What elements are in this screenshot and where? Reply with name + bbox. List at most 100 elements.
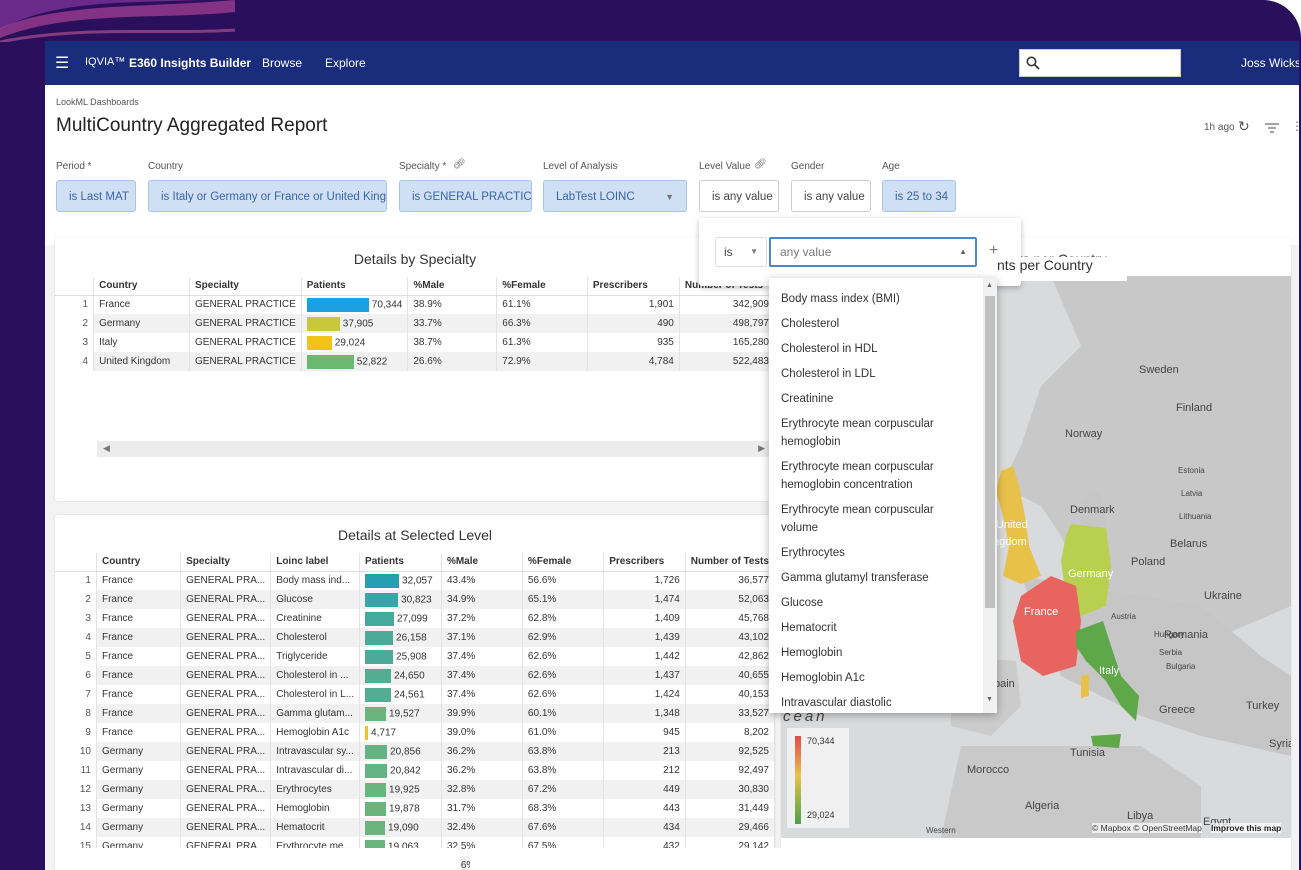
user-name[interactable]: Joss Wicks [1241,56,1299,70]
column-header[interactable]: %Female [522,553,605,572]
column-header[interactable]: %Male [441,553,523,572]
table-row[interactable]: 2 France GENERAL PRA... Glucose 30,823 34.9% 6… [55,590,775,609]
country-united-kingdom[interactable] [996,466,1041,584]
filter-gender[interactable]: is any value [791,180,871,212]
table-row[interactable]: 6 France GENERAL PRA... Cholesterol in ... 2… [55,666,775,685]
map-title-text: nts per Country [997,257,1093,273]
table-row[interactable]: 8 France GENERAL PRA... Gamma glutam... 19,5… [55,704,775,723]
dropdown-option[interactable]: Erythrocytes [781,546,845,559]
top-nav-bar: ☰ IQVIA™ E360 Insights Builder Browse Ex… [45,41,1299,85]
table-row[interactable]: 4 United Kingdom GENERAL PRACTICE 52,822 26.… [55,352,775,371]
row-index: 9 [55,723,97,742]
table-row[interactable]: 10 Germany GENERAL PRA... Intravascular sy.… [55,742,775,761]
dropdown-option[interactable]: Cholesterol in LDL [781,367,876,380]
breadcrumb[interactable]: LookML Dashboards [56,97,139,107]
column-header[interactable]: %Female [496,277,588,296]
chevron-right-icon[interactable]: ▶ [758,443,765,453]
dropdown-option[interactable]: Body mass index (BMI) [781,292,900,305]
column-header[interactable]: Specialty [180,553,272,572]
dropdown-option[interactable]: Hemoglobin [781,646,843,659]
column-header[interactable]: Number of Tests [685,553,775,572]
table-row[interactable]: 11 Germany GENERAL PRA... Intravascular di.… [55,761,775,780]
cell-patients: 30,823 [359,590,442,609]
table-row[interactable]: 5 France GENERAL PRA... Triglyceride 25,908 3… [55,647,775,666]
table-row[interactable]: 4 France GENERAL PRA... Cholesterol 26,158 37… [55,628,775,647]
chevron-left-icon[interactable]: ◀ [103,443,110,453]
table-row[interactable]: 12 Germany GENERAL PRA... Erythrocytes 19,92… [55,780,775,799]
table-row[interactable]: 9 France GENERAL PRA... Hemoglobin A1c 4,717… [55,723,775,742]
filter-period[interactable]: is Last MAT [56,180,136,212]
filter-specialty[interactable]: is GENERAL PRACTICE [399,180,532,212]
column-header[interactable]: Country [93,277,190,296]
country-italy[interactable] [1076,621,1139,721]
cell-specialty: GENERAL PRA... [180,723,272,742]
table-row[interactable]: 1 France GENERAL PRA... Body mass ind... 32,… [55,571,775,590]
table-row[interactable]: 14 Germany GENERAL PRA... Hematocrit 19,090 3… [55,818,775,837]
filter-country[interactable]: is Italy or Germany or France or United … [148,180,387,212]
hamburger-icon[interactable]: ☰ [55,55,70,72]
table-row[interactable]: 13 Germany GENERAL PRA... Hemoglobin 19,878 3… [55,799,775,818]
dropdown-option[interactable]: Hematocrit [781,621,837,634]
refresh-icon[interactable]: ↻ [1238,118,1250,134]
brand-logo[interactable]: IQVIA™ [85,56,126,68]
dropdown-option[interactable]: Glucose [781,596,824,609]
plus-icon[interactable]: + [989,242,999,259]
cell-female: 60.1% [522,704,605,723]
column-header[interactable]: %Male [407,277,498,296]
table-row[interactable]: 7 France GENERAL PRA... Cholesterol in L...… [55,685,775,704]
dropdown-option[interactable]: Hemoglobin A1c [781,671,865,684]
filter-icon[interactable] [1265,123,1279,133]
cell-specialty: GENERAL PRA... [180,799,272,818]
table-row[interactable]: 3 France GENERAL PRA... Creatinine 27,099 37.… [55,609,775,628]
caret-up-icon[interactable]: ▲ [986,282,993,289]
cell-patients: 26,158 [359,628,442,647]
cell-specialty: GENERAL PRA... [180,761,272,780]
operator-select[interactable]: is ▼ [715,237,767,267]
patients-bar [365,649,394,664]
column-header[interactable]: Country [96,553,182,572]
nav-browse[interactable]: Browse [262,56,303,70]
dropdown-option[interactable]: Gamma glutamyl transferase [781,571,929,584]
scrollbar-thumb[interactable] [985,296,995,608]
dropdown-option[interactable]: Erythrocyte mean corpuscular hemoglobin [781,417,934,448]
country-france[interactable] [1013,576,1081,676]
table-row[interactable]: 3 Italy GENERAL PRACTICE 29,024 38.7% 61.3% 93… [55,333,775,352]
map-label: Ukraine [1204,590,1242,602]
dropdown-option[interactable]: Cholesterol [781,317,840,330]
nav-explore[interactable]: Explore [325,56,366,70]
search-input[interactable] [1019,49,1181,77]
table-row[interactable]: 1 France GENERAL PRACTICE 70,344 38.9% 61.1% 1… [55,295,775,314]
dropdown-option[interactable]: Intravascular diastolic [781,696,892,709]
app-name[interactable]: E360 Insights Builder [129,56,252,70]
cell-male: 31.7% [441,799,523,818]
row-index: 1 [55,571,97,590]
cell-patients: 24,561 [359,685,442,704]
link-icon[interactable]: 🔗︎ [754,159,767,170]
dropdown-option[interactable]: Cholesterol in HDL [781,342,878,355]
column-header[interactable]: Prescribers [587,277,680,296]
more-vert-icon[interactable]: ⋮ [1291,119,1299,133]
improve-map-link[interactable]: Improve this map [1211,823,1282,833]
column-header[interactable]: Patients [359,553,442,572]
dropdown-option[interactable]: Creatinine [781,392,834,405]
horizontal-scrollbar[interactable]: ◀ ▶ [97,441,769,457]
patients-bar [365,820,386,835]
dropdown-option[interactable]: Erythrocyte mean corpuscular hemoglobin … [781,460,934,491]
filter-level-value[interactable]: is any value [699,180,779,212]
column-header[interactable]: Patients [301,277,409,296]
column-header[interactable]: Prescribers [603,553,686,572]
column-header[interactable]: Loinc label [270,553,361,572]
link-icon[interactable]: 🔗︎ [453,159,466,170]
filter-age[interactable]: is 25 to 34 [882,180,956,212]
cell-prescribers: 1,348 [603,704,686,723]
list-scrollbar[interactable]: ▲ ▼ [983,278,997,713]
filter-level-analysis[interactable]: LabTest LOINC ▼ [543,180,687,212]
map-label: Estonia [1178,466,1205,475]
caret-down-icon[interactable]: ▼ [986,696,993,703]
dropdown-option[interactable]: Erythrocyte mean corpuscular volume [781,503,934,534]
row-index: 1 [55,295,95,314]
column-header[interactable]: Specialty [189,277,302,296]
table-row[interactable]: 2 Germany GENERAL PRACTICE 37,905 33.7% 66.3%… [55,314,775,333]
map-attribution[interactable]: © Mapbox © OpenStreetMap [1092,823,1202,833]
value-input[interactable]: any value ▲ [769,237,977,267]
